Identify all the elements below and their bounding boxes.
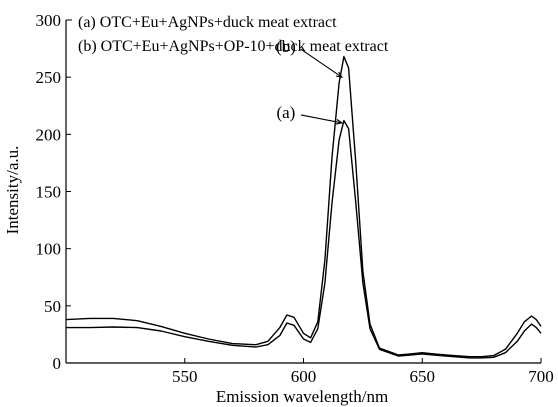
ticks-group: 550 600 650 700 0 50 100 150 200 250 300 bbox=[36, 11, 554, 386]
y-tick-label: 0 bbox=[53, 354, 62, 373]
annotation-arrowhead bbox=[335, 119, 344, 125]
x-tick-label: 550 bbox=[172, 367, 198, 386]
axes-group bbox=[65, 20, 541, 364]
y-tick-label: 200 bbox=[36, 125, 62, 144]
x-tick-label: 700 bbox=[528, 367, 554, 386]
y-tick-label: 50 bbox=[44, 297, 61, 316]
annotation-arrow bbox=[300, 114, 342, 124]
y-tick-label: 250 bbox=[36, 68, 62, 87]
y-tick-label: 300 bbox=[36, 11, 62, 30]
annotation-label: (b) bbox=[276, 37, 296, 56]
x-tick-label: 600 bbox=[291, 367, 317, 386]
legend: (a) OTC+Eu+AgNPs+duck meat extract (b) O… bbox=[78, 14, 389, 55]
y-axis-label: Intensity/a.u. bbox=[3, 146, 22, 235]
annotation-arrowhead bbox=[335, 71, 344, 78]
y-tick-label: 150 bbox=[36, 183, 62, 202]
legend-entry-b: (b) OTC+Eu+AgNPs+OP-10+duck meat extract bbox=[78, 38, 389, 55]
plot-series-group bbox=[65, 55, 542, 359]
x-tick-label: 650 bbox=[410, 367, 436, 386]
legend-entry-a: (a) OTC+Eu+AgNPs+duck meat extract bbox=[78, 14, 337, 31]
series-line-a bbox=[66, 119, 542, 359]
annotations-group: (b) (a) bbox=[276, 37, 344, 125]
annotation-arrow bbox=[300, 48, 343, 78]
x-axis-label: Emission wavelength/nm bbox=[216, 387, 388, 406]
annotation-label: (a) bbox=[276, 103, 295, 122]
y-tick-label: 100 bbox=[36, 240, 62, 259]
series-line-b bbox=[65, 55, 542, 358]
